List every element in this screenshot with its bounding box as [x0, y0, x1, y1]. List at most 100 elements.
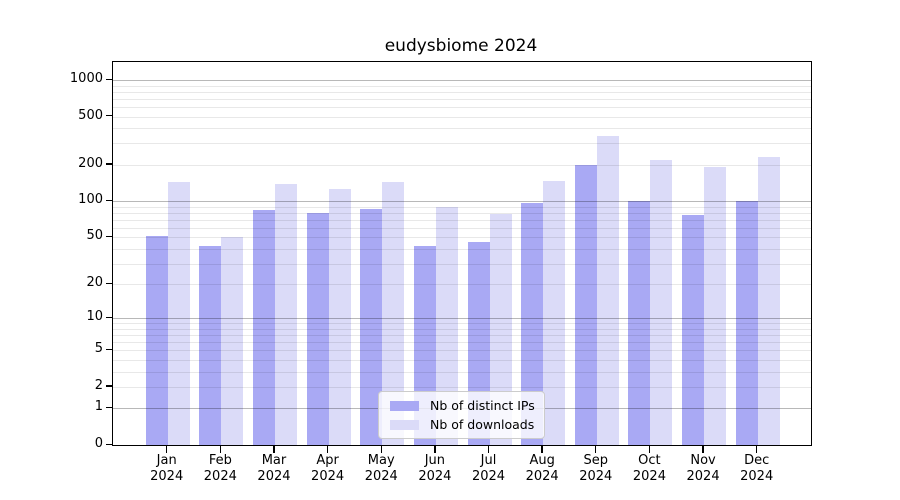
- y-tick-mark: [106, 199, 113, 202]
- y-tick-label: 0: [94, 436, 103, 451]
- y-tick-label: 1000: [69, 71, 103, 86]
- month-label: Jul: [480, 453, 497, 468]
- bar-downloads-feb: [221, 237, 244, 445]
- y-tick-mark: [106, 235, 113, 238]
- bar-distinct-ips-may: [360, 209, 383, 445]
- x-tick-mark: [434, 445, 436, 453]
- bar-downloads-jul: [489, 214, 512, 445]
- x-tick-label-jan: Jan 2024: [132, 453, 202, 485]
- x-tick-mark: [166, 445, 168, 453]
- gridline-major: [113, 318, 811, 320]
- bar-downloads-nov: [704, 166, 727, 445]
- gridline-minor: [113, 206, 811, 208]
- bar-downloads-may: [382, 181, 405, 445]
- x-tick-label-aug: Aug 2024: [507, 453, 577, 485]
- gridline-minor: [113, 248, 811, 250]
- gridline-minor: [113, 116, 811, 118]
- x-tick-label-mar: Mar 2024: [239, 453, 309, 485]
- year-label: 2024: [740, 469, 774, 484]
- gridline-minor: [113, 342, 811, 344]
- legend-row-distinct-ips: Nb of distinct IPs: [388, 398, 535, 413]
- x-tick-label-oct: Oct 2024: [614, 453, 684, 485]
- bar-distinct-ips-aug: [521, 202, 544, 445]
- gridline-minor: [113, 91, 811, 93]
- gridline-minor: [113, 143, 811, 145]
- y-tick-mark: [106, 163, 113, 165]
- gridline-minor: [113, 284, 811, 286]
- bar-distinct-ips-oct: [628, 201, 651, 445]
- x-tick-mark: [326, 445, 329, 453]
- y-tick-label: 2: [94, 377, 103, 393]
- y-tick-label: 100: [78, 192, 103, 208]
- x-tick-mark: [541, 445, 543, 453]
- bar-distinct-ips-sep: [574, 164, 597, 445]
- bar-downloads-apr: [328, 188, 351, 445]
- month-label: Nov: [690, 453, 716, 468]
- x-tick-label-apr: Apr 2024: [293, 453, 363, 485]
- bar-downloads-jan: [167, 181, 190, 445]
- x-tick-mark: [702, 445, 704, 453]
- x-tick-mark: [487, 445, 490, 453]
- x-tick-mark: [273, 445, 275, 453]
- month-label: Jan: [156, 453, 177, 468]
- x-tick-label-dec: Dec 2024: [722, 453, 792, 485]
- y-tick-mark: [106, 348, 113, 351]
- x-tick-mark: [595, 445, 597, 453]
- bar-downloads-mar: [274, 183, 297, 445]
- year-label: 2024: [632, 469, 666, 484]
- gridline-minor: [113, 85, 811, 87]
- y-tick-label: 20: [86, 275, 103, 291]
- bar-downloads-aug: [543, 180, 566, 445]
- y-tick-mark: [106, 78, 113, 80]
- month-label: Aug: [529, 453, 555, 468]
- y-tick-mark: [106, 443, 113, 445]
- gridline-major: [113, 201, 811, 203]
- y-tick-label: 10: [86, 309, 103, 325]
- legend-swatch-distinct-ips: [390, 400, 419, 411]
- x-tick-label-may: May 2024: [346, 453, 416, 485]
- month-label: Mar: [261, 453, 287, 468]
- bar-distinct-ips-mar: [252, 210, 275, 445]
- gridline-minor: [113, 386, 811, 388]
- bar-downloads-oct: [650, 159, 673, 445]
- month-label: Feb: [208, 453, 232, 468]
- legend-label-downloads: Nb of downloads: [430, 417, 535, 432]
- y-tick-mark: [106, 115, 113, 117]
- y-tick-mark: [106, 316, 113, 319]
- x-tick-label-nov: Nov 2024: [668, 453, 738, 485]
- year-label: 2024: [525, 469, 559, 484]
- legend-row-downloads: Nb of downloads: [388, 417, 535, 432]
- gridline-minor: [113, 350, 811, 352]
- y-tick-label: 5: [94, 341, 103, 357]
- bar-distinct-ips-apr: [306, 212, 329, 445]
- year-label: 2024: [418, 469, 452, 484]
- gridline-minor: [113, 323, 811, 325]
- y-tick-mark: [106, 406, 113, 409]
- bar-distinct-ips-nov: [682, 214, 705, 445]
- bar-distinct-ips-jan: [145, 236, 168, 445]
- chart-title: eudysbiome 2024: [384, 36, 538, 56]
- year-label: 2024: [203, 469, 237, 484]
- x-tick-mark: [648, 445, 651, 453]
- bar-distinct-ips-dec: [735, 201, 758, 445]
- bar-downloads-sep: [596, 136, 619, 445]
- year-label: 2024: [257, 469, 291, 484]
- x-tick-label-jun: Jun 2024: [400, 453, 470, 485]
- x-tick-label-jul: Jul 2024: [454, 453, 524, 485]
- year-label: 2024: [686, 469, 720, 484]
- legend-label-distinct-ips: Nb of distinct IPs: [430, 398, 535, 413]
- bar-downloads-dec: [757, 156, 780, 445]
- year-label: 2024: [311, 469, 345, 484]
- gridline-minor: [113, 164, 811, 166]
- gridline-major: [113, 80, 811, 81]
- gridline-minor: [113, 212, 811, 214]
- gridline-minor: [113, 328, 811, 330]
- x-tick-label-feb: Feb 2024: [185, 453, 255, 485]
- x-tick-mark: [380, 445, 382, 453]
- month-label: May: [367, 453, 395, 468]
- y-tick-label: 200: [78, 155, 103, 171]
- month-label: Sep: [583, 453, 609, 468]
- x-tick-label-sep: Sep 2024: [561, 453, 631, 485]
- y-tick-label: 500: [78, 107, 103, 123]
